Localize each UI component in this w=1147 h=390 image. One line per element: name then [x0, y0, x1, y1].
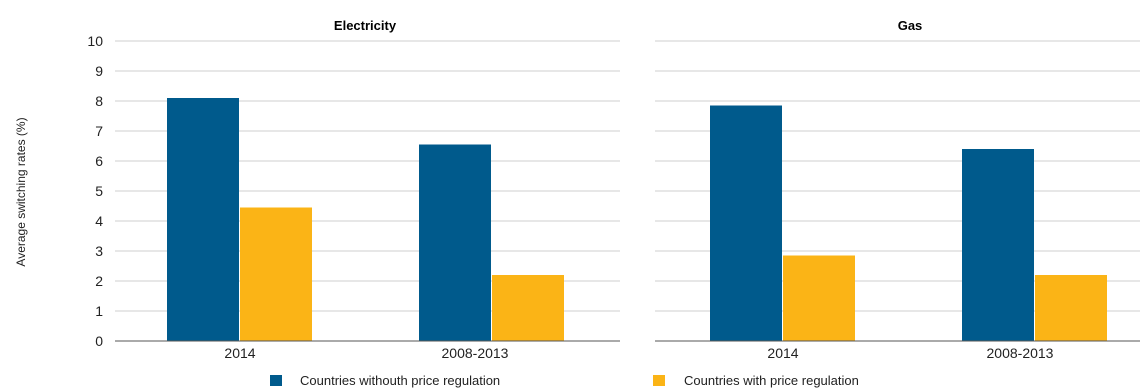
- y-tick-label-0: 0: [95, 333, 103, 349]
- y-tick-label-7: 7: [95, 123, 103, 139]
- legend-swatch-no-regulation: [270, 375, 282, 386]
- bar-electricity-2008-2013-no-regulation: [419, 144, 491, 341]
- y-tick-label-1: 1: [95, 303, 103, 319]
- axis-layer: Electricity 0 1 2 3 4 5 6 7 8 9 10 2014 2008-2013 Gas 2…: [87, 18, 1140, 361]
- legend-label-with-regulation: Countries with price regulation: [684, 373, 859, 388]
- panel-title-electricity: Electricity: [334, 18, 397, 33]
- x-tick-label-gas-2014: 2014: [767, 345, 798, 361]
- y-tick-label-4: 4: [95, 213, 103, 229]
- bar-gas-2014-no-regulation: [710, 105, 782, 341]
- x-tick-label-electricity-2008-2013: 2008-2013: [442, 345, 509, 361]
- y-axis-title: Average switching rates (%): [14, 117, 28, 266]
- bar-electricity-2014-with-regulation: [240, 207, 312, 341]
- x-tick-label-gas-2008-2013: 2008-2013: [987, 345, 1054, 361]
- bar-gas-2008-2013-with-regulation: [1035, 275, 1107, 341]
- bar-gas-2008-2013-no-regulation: [962, 149, 1034, 341]
- legend-label-no-regulation: Countries withouth price regulation: [300, 373, 500, 388]
- bar-electricity-2008-2013-with-regulation: [492, 275, 564, 341]
- bar-gas-2014-with-regulation: [783, 255, 855, 341]
- y-tick-label-6: 6: [95, 153, 103, 169]
- legend-swatch-with-regulation: [653, 375, 665, 386]
- bar-electricity-2014-no-regulation: [167, 98, 239, 341]
- y-tick-label-3: 3: [95, 243, 103, 259]
- y-tick-label-9: 9: [95, 63, 103, 79]
- legend: Countries withouth price regulation Coun…: [270, 373, 859, 388]
- x-tick-label-electricity-2014: 2014: [224, 345, 255, 361]
- y-tick-label-10: 10: [87, 33, 103, 49]
- y-tick-label-2: 2: [95, 273, 103, 289]
- bar-layer: [167, 98, 1107, 341]
- panel-title-gas: Gas: [898, 18, 923, 33]
- y-tick-label-8: 8: [95, 93, 103, 109]
- y-tick-label-5: 5: [95, 183, 103, 199]
